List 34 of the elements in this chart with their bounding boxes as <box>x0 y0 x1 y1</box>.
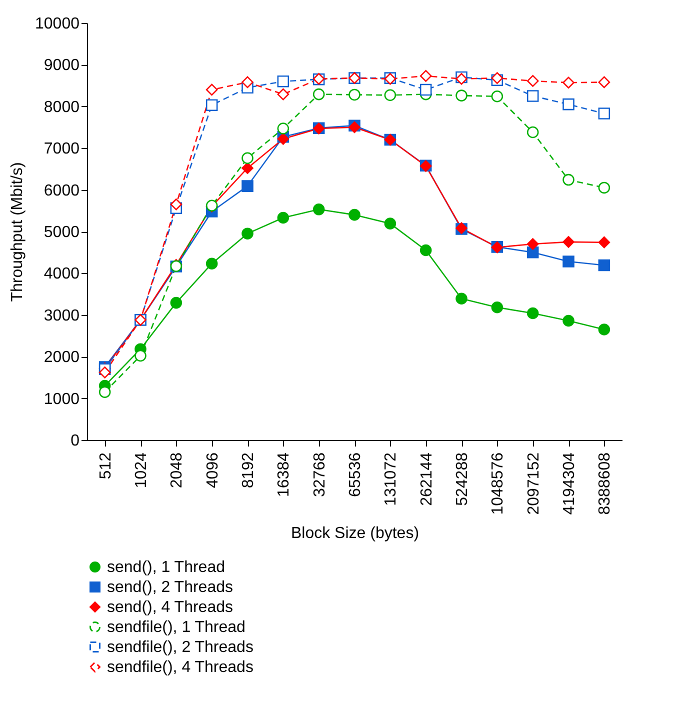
y-axis-title: Throughput (Mbit/s) <box>9 162 26 302</box>
y-tick-label: 1000 <box>44 390 80 408</box>
x-tick-label: 512 <box>97 452 114 480</box>
x-tick-label: 16384 <box>276 452 293 497</box>
legend-label: sendfile(), 2 Threads <box>107 639 254 656</box>
y-tick-label: 7000 <box>44 140 80 158</box>
y-tick-label: 0 <box>70 432 80 450</box>
x-tick-label: 4096 <box>204 452 222 488</box>
legend-label: send(), 4 Threads <box>107 599 233 616</box>
y-tick-label: 3000 <box>44 307 80 324</box>
legend-label: send(), 1 Thread <box>107 559 225 576</box>
x-tick-label: 32768 <box>311 452 328 497</box>
y-tick-label: 2000 <box>44 349 80 366</box>
y-tick-label: 5000 <box>44 224 80 241</box>
x-tick-label: 1048576 <box>490 452 507 515</box>
x-tick-label: 1024 <box>133 452 150 488</box>
x-tick-label: 131072 <box>382 452 400 506</box>
x-tick-label: 2048 <box>168 452 186 488</box>
y-tick-label: 8000 <box>44 98 80 116</box>
x-tick-label: 262144 <box>418 452 436 506</box>
x-tick-label: 65536 <box>347 452 364 497</box>
legend-label: send(), 2 Threads <box>107 579 233 596</box>
y-tick-label: 9000 <box>44 57 80 74</box>
y-tick-label: 4000 <box>44 266 80 283</box>
x-tick-label: 8388608 <box>596 452 614 515</box>
legend-label: sendfile(), 1 Thread <box>107 619 246 636</box>
x-tick-label: 8192 <box>240 452 257 488</box>
y-tick-label: 6000 <box>44 182 80 200</box>
legend-label: sendfile(), 4 Threads <box>107 659 254 676</box>
x-tick-label: 2097152 <box>525 452 542 515</box>
x-axis-title: Block Size (bytes) <box>290 524 420 542</box>
y-tick-label: 10000 <box>35 16 80 32</box>
x-tick-label: 524288 <box>454 452 471 506</box>
x-tick-label: 4194304 <box>561 452 578 515</box>
